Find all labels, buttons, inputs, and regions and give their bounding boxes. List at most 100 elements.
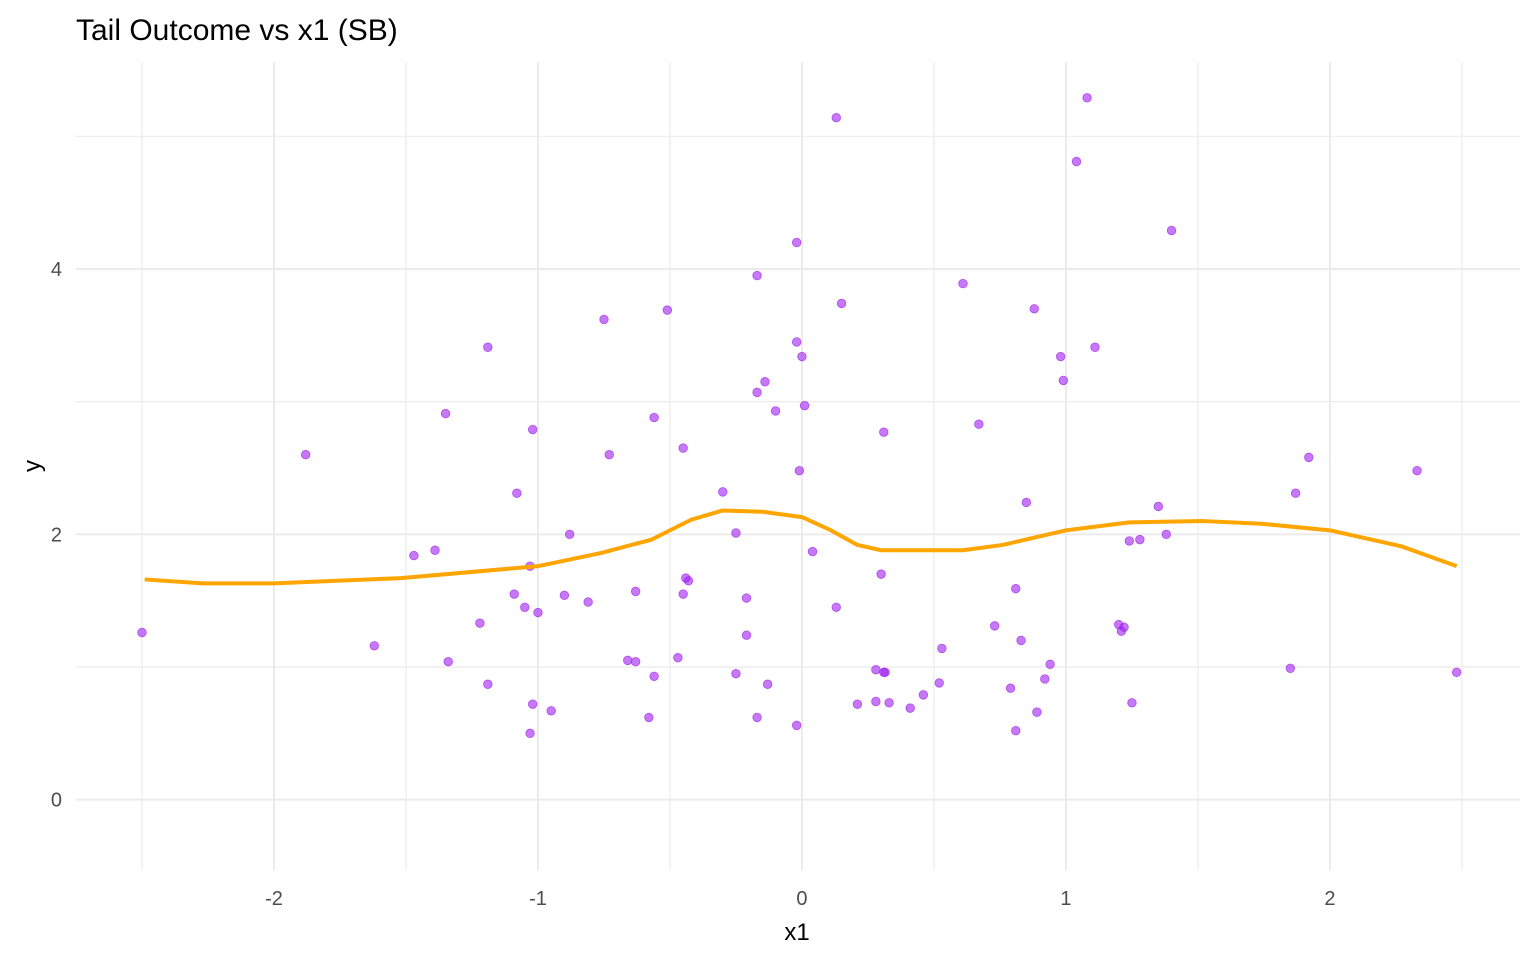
data-point — [527, 699, 538, 709]
data-point — [807, 546, 818, 557]
data-point — [475, 618, 485, 628]
data-point — [623, 655, 633, 666]
data-point — [1082, 93, 1092, 103]
data-point — [791, 720, 802, 731]
y-axis-label: y — [19, 460, 46, 472]
data-point — [731, 668, 741, 679]
data-point — [1161, 529, 1171, 540]
data-point — [678, 589, 688, 599]
tick-labels: -2 -1 0 1 2 0 2 4 — [51, 259, 1336, 910]
x-tick-label: -1 — [529, 888, 547, 910]
data-point — [831, 113, 841, 123]
data-point — [974, 419, 984, 429]
data-point — [937, 643, 947, 654]
data-point — [630, 586, 641, 597]
data-point — [1412, 465, 1422, 476]
data-point — [1119, 622, 1129, 632]
points-layer — [137, 93, 1462, 739]
data-point — [630, 656, 641, 667]
data-point — [509, 589, 519, 599]
y-tick-label: 2 — [51, 524, 62, 546]
data-point — [1021, 497, 1032, 508]
data-point — [762, 679, 773, 689]
data-point — [884, 698, 894, 708]
data-point — [527, 424, 538, 435]
data-point — [791, 237, 802, 248]
x-tick-label: -2 — [265, 888, 283, 910]
data-point — [137, 627, 147, 638]
data-point — [1040, 674, 1050, 684]
data-point — [1304, 452, 1314, 463]
data-point — [752, 387, 762, 398]
data-point — [409, 550, 419, 561]
data-point — [958, 278, 968, 289]
data-point — [1045, 659, 1055, 670]
data-point — [852, 699, 863, 709]
smooth-line — [144, 508, 1458, 586]
data-point — [1127, 698, 1137, 708]
data-point — [731, 528, 741, 538]
x-tick-label: 0 — [796, 888, 807, 910]
data-point — [430, 545, 440, 555]
data-point — [799, 400, 810, 411]
data-point — [918, 690, 929, 700]
data-point — [770, 406, 781, 416]
data-point — [546, 706, 556, 716]
data-point — [1135, 534, 1145, 545]
data-point — [1090, 342, 1100, 352]
data-point — [1032, 707, 1042, 717]
y-tick-label: 0 — [51, 790, 62, 812]
data-point — [1055, 351, 1066, 362]
data-point — [649, 412, 659, 423]
data-point — [879, 427, 889, 437]
data-point — [836, 298, 847, 309]
data-point — [483, 342, 493, 352]
data-point — [1124, 536, 1135, 546]
data-point — [752, 270, 762, 281]
data-point — [905, 703, 915, 713]
data-point — [300, 450, 311, 460]
data-point — [760, 377, 770, 387]
data-point — [1058, 375, 1069, 386]
data-point — [599, 314, 609, 325]
smooth-line-layer — [144, 508, 1458, 586]
data-point — [678, 443, 688, 453]
data-point — [934, 678, 944, 688]
data-point — [871, 696, 881, 707]
data-point — [1071, 156, 1082, 167]
data-point — [989, 621, 1000, 631]
data-point — [1029, 304, 1039, 314]
data-point — [649, 671, 659, 681]
data-point — [741, 630, 752, 640]
data-point — [520, 602, 530, 613]
data-point — [1451, 667, 1462, 678]
data-point — [564, 529, 575, 540]
data-point — [559, 590, 570, 601]
data-point — [1285, 663, 1296, 674]
data-point — [512, 488, 522, 498]
data-point — [1166, 225, 1177, 236]
data-point — [683, 576, 694, 586]
data-point — [673, 653, 683, 663]
x-tick-label: 1 — [1060, 888, 1071, 910]
y-tick-label: 4 — [51, 259, 62, 281]
data-point — [440, 408, 451, 419]
data-point — [871, 664, 881, 675]
data-point — [525, 728, 535, 739]
data-point — [1005, 683, 1016, 693]
data-point — [718, 487, 728, 497]
data-point — [752, 712, 762, 723]
data-point — [797, 351, 807, 362]
data-point — [791, 337, 802, 347]
x-tick-label: 2 — [1324, 888, 1335, 910]
grid — [76, 62, 1520, 870]
data-point — [369, 641, 380, 651]
data-point — [604, 450, 614, 460]
data-point — [483, 679, 493, 689]
data-point — [1290, 488, 1301, 498]
data-point — [1153, 501, 1164, 512]
data-point — [644, 712, 654, 723]
data-point — [583, 597, 593, 607]
data-point — [1016, 635, 1026, 646]
